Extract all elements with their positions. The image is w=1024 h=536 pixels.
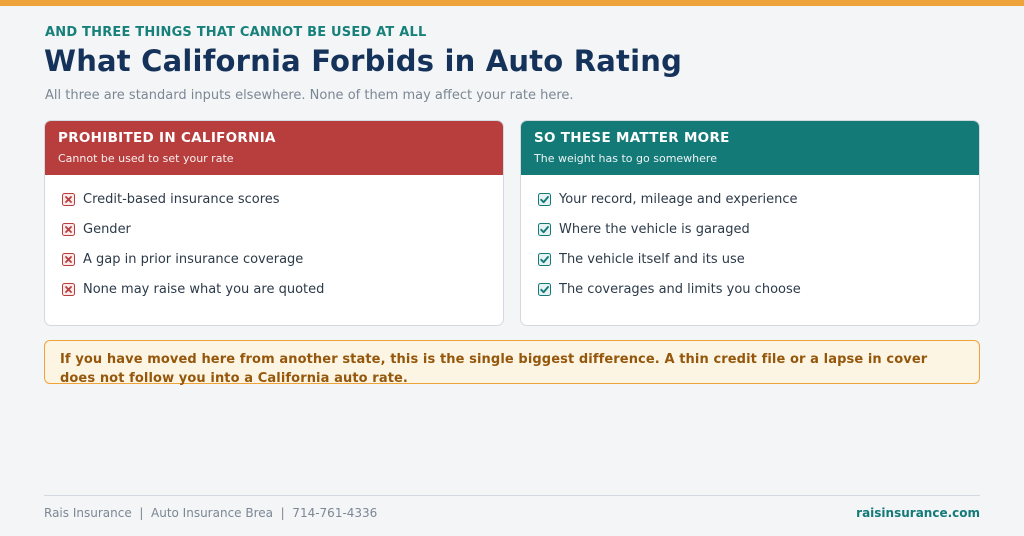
checkbox-icon xyxy=(538,253,551,266)
matter-more-card-title: SO THESE MATTER MORE xyxy=(534,130,730,146)
checkbox-icon xyxy=(538,283,551,296)
prohibited-card-subtitle: Cannot be used to set your rate xyxy=(58,152,234,165)
top-accent-bar xyxy=(0,0,1024,6)
prohibited-list: Credit-based insurance scores Gender A g… xyxy=(45,175,503,311)
footer-contact: Rais Insurance | Auto Insurance Brea | 7… xyxy=(44,506,378,520)
checkbox-icon xyxy=(538,193,551,206)
x-box-icon xyxy=(62,283,75,296)
matter-more-item-label: Your record, mileage and experience xyxy=(559,192,798,207)
matter-more-item: The coverages and limits you choose xyxy=(538,281,963,311)
prohibited-item-label: None may raise what you are quoted xyxy=(83,282,325,297)
checkbox-icon xyxy=(538,223,551,236)
matter-more-item: The vehicle itself and its use xyxy=(538,251,963,281)
matter-more-item: Where the vehicle is garaged xyxy=(538,221,963,251)
matter-more-item-label: Where the vehicle is garaged xyxy=(559,222,750,237)
matter-more-card: SO THESE MATTER MORE The weight has to g… xyxy=(520,120,980,326)
x-box-icon xyxy=(62,253,75,266)
prohibited-item-label: Gender xyxy=(83,222,131,237)
footer-divider xyxy=(44,495,980,496)
matter-more-list: Your record, mileage and experience Wher… xyxy=(521,175,979,311)
matter-more-item: Your record, mileage and experience xyxy=(538,191,963,221)
matter-more-card-subtitle: The weight has to go somewhere xyxy=(534,152,717,165)
prohibited-item-label: Credit-based insurance scores xyxy=(83,192,280,207)
prohibited-card-header: PROHIBITED IN CALIFORNIA Cannot be used … xyxy=(45,121,503,175)
prohibited-card: PROHIBITED IN CALIFORNIA Cannot be used … xyxy=(44,120,504,326)
x-box-icon xyxy=(62,193,75,206)
callout-note: If you have moved here from another stat… xyxy=(44,340,980,386)
prohibited-card-title: PROHIBITED IN CALIFORNIA xyxy=(58,130,276,146)
page-subtitle: All three are standard inputs elsewhere.… xyxy=(45,88,574,103)
prohibited-item-label: A gap in prior insurance coverage xyxy=(83,252,304,267)
prohibited-item: A gap in prior insurance coverage xyxy=(62,251,487,281)
matter-more-item-label: The coverages and limits you choose xyxy=(559,282,801,297)
x-box-icon xyxy=(62,223,75,236)
eyebrow-label: AND THREE THINGS THAT CANNOT BE USED AT … xyxy=(45,25,427,40)
prohibited-item: Gender xyxy=(62,221,487,251)
matter-more-item-label: The vehicle itself and its use xyxy=(559,252,745,267)
footer-website-link[interactable]: raisinsurance.com xyxy=(856,506,980,520)
matter-more-card-header: SO THESE MATTER MORE The weight has to g… xyxy=(521,121,979,175)
prohibited-item: Credit-based insurance scores xyxy=(62,191,487,221)
prohibited-item: None may raise what you are quoted xyxy=(62,281,487,311)
page-title: What California Forbids in Auto Rating xyxy=(44,44,683,78)
